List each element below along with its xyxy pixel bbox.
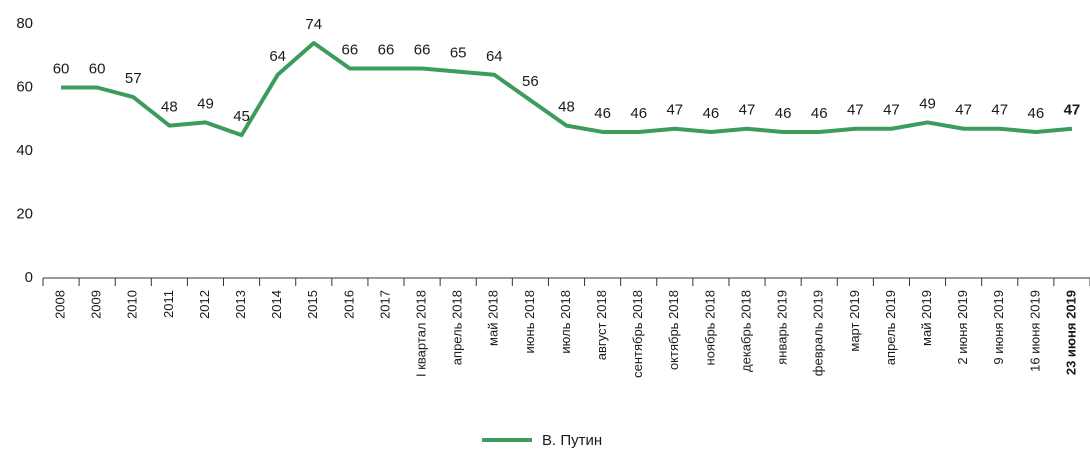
y-tick-label: 0 bbox=[25, 269, 33, 286]
data-label: 45 bbox=[233, 108, 250, 125]
x-tick-label: май 2019 bbox=[919, 290, 934, 346]
x-tick-label: декабрь 2018 bbox=[738, 290, 753, 372]
data-label: 49 bbox=[919, 95, 936, 112]
data-label: 47 bbox=[666, 102, 683, 119]
x-tick-label: 9 июня 2019 bbox=[991, 290, 1006, 365]
data-label: 65 bbox=[450, 45, 467, 62]
x-tick-label: 2012 bbox=[197, 290, 212, 319]
data-label: 66 bbox=[414, 41, 431, 58]
data-label: 46 bbox=[775, 105, 792, 122]
x-tick-label: сентябрь 2018 bbox=[630, 290, 645, 378]
data-label: 47 bbox=[739, 102, 756, 119]
data-label: 46 bbox=[1028, 105, 1045, 122]
data-label: 64 bbox=[486, 48, 503, 65]
x-tick-label: 2017 bbox=[377, 290, 392, 319]
x-tick-label: июль 2018 bbox=[558, 290, 573, 354]
data-label: 46 bbox=[811, 105, 828, 122]
data-label: 46 bbox=[630, 105, 647, 122]
data-label: 49 bbox=[197, 95, 214, 112]
x-tick-label: 2013 bbox=[233, 290, 248, 319]
data-label: 66 bbox=[378, 41, 395, 58]
x-tick-label: 2009 bbox=[89, 290, 104, 319]
x-tick-label: 2015 bbox=[305, 290, 320, 319]
data-label: 47 bbox=[883, 102, 900, 119]
y-tick-label: 60 bbox=[16, 78, 33, 95]
x-tick-label: 2016 bbox=[341, 290, 356, 319]
x-tick-label: январь 2019 bbox=[775, 290, 790, 365]
legend-label: В. Путин bbox=[542, 432, 602, 449]
data-label: 66 bbox=[342, 41, 359, 58]
x-tick-label: ноябрь 2018 bbox=[702, 290, 717, 365]
y-tick-label: 20 bbox=[16, 205, 33, 222]
x-tick-label: 2010 bbox=[125, 290, 140, 319]
x-tick-label: март 2019 bbox=[847, 290, 862, 352]
data-label: 60 bbox=[89, 60, 106, 77]
x-tick-label: 16 июня 2019 bbox=[1027, 290, 1042, 372]
data-label: 47 bbox=[847, 102, 864, 119]
data-label: 46 bbox=[594, 105, 611, 122]
data-label: 64 bbox=[269, 48, 286, 65]
x-tick-label: 2011 bbox=[161, 290, 176, 318]
x-tick-label: I квартал 2018 bbox=[414, 290, 429, 377]
data-label: 57 bbox=[125, 70, 142, 87]
data-label: 60 bbox=[53, 60, 70, 77]
y-tick-label: 40 bbox=[16, 142, 33, 159]
x-tick-label: 2008 bbox=[52, 290, 67, 319]
x-tick-label: 23 июня 2019 bbox=[1063, 290, 1078, 375]
y-tick-label: 80 bbox=[16, 15, 33, 32]
x-tick-label: 2014 bbox=[269, 290, 284, 319]
x-tick-label: апрель 2019 bbox=[883, 290, 898, 365]
data-label: 46 bbox=[703, 105, 720, 122]
x-tick-label: 2 июня 2019 bbox=[955, 290, 970, 365]
x-tick-label: август 2018 bbox=[594, 290, 609, 360]
data-label: 48 bbox=[161, 99, 178, 116]
x-tick-label: май 2018 bbox=[486, 290, 501, 346]
data-label: 47 bbox=[955, 102, 972, 119]
data-label: 47 bbox=[1064, 102, 1081, 119]
data-label: 47 bbox=[991, 102, 1008, 119]
x-tick-label: апрель 2018 bbox=[450, 290, 465, 365]
x-tick-label: июнь 2018 bbox=[522, 290, 537, 354]
line bbox=[61, 41, 1073, 138]
x-tick-label: октябрь 2018 bbox=[666, 290, 681, 370]
data-label: 74 bbox=[305, 16, 322, 33]
data-label: 56 bbox=[522, 73, 539, 90]
x-tick-label: февраль 2019 bbox=[811, 290, 826, 376]
data-label: 48 bbox=[558, 99, 575, 116]
